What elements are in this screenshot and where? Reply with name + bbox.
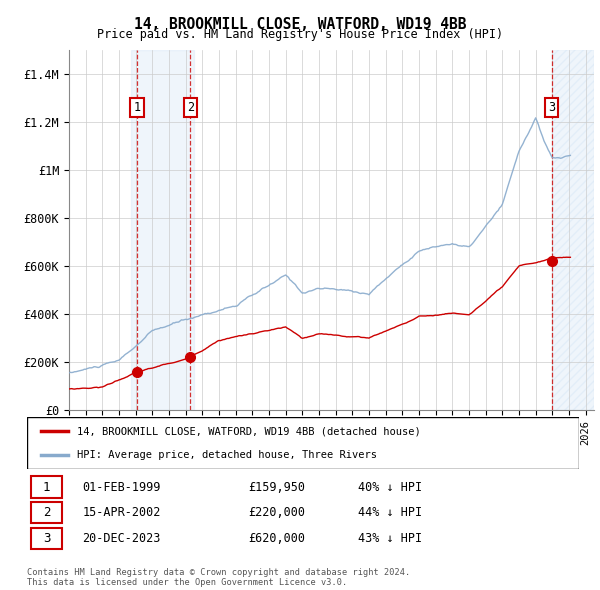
Bar (553, 50, 594, 410)
Text: 44% ↓ HPI: 44% ↓ HPI (358, 506, 422, 519)
Text: 14, BROOKMILL CLOSE, WATFORD, WD19 4BB (detached house): 14, BROOKMILL CLOSE, WATFORD, WD19 4BB (… (77, 426, 421, 436)
Text: £620,000: £620,000 (248, 532, 305, 545)
Text: 40% ↓ HPI: 40% ↓ HPI (358, 480, 422, 493)
Text: 20-DEC-2023: 20-DEC-2023 (82, 532, 161, 545)
Text: 1: 1 (43, 480, 50, 493)
Text: £159,950: £159,950 (248, 480, 305, 493)
Text: 01-FEB-1999: 01-FEB-1999 (82, 480, 161, 493)
Text: 3: 3 (548, 101, 556, 114)
Text: 43% ↓ HPI: 43% ↓ HPI (358, 532, 422, 545)
Text: Price paid vs. HM Land Registry's House Price Index (HPI): Price paid vs. HM Land Registry's House … (97, 28, 503, 41)
Text: £220,000: £220,000 (248, 506, 305, 519)
Text: 2: 2 (43, 506, 50, 519)
Text: 2: 2 (187, 101, 194, 114)
Bar (31, 528, 62, 549)
Bar (131, 50, 194, 410)
Text: 14, BROOKMILL CLOSE, WATFORD, WD19 4BB: 14, BROOKMILL CLOSE, WATFORD, WD19 4BB (134, 17, 466, 31)
Text: 1: 1 (133, 101, 140, 114)
Text: 3: 3 (43, 532, 50, 545)
Bar (31, 502, 62, 523)
Text: 15-APR-2002: 15-APR-2002 (82, 506, 161, 519)
Text: HPI: Average price, detached house, Three Rivers: HPI: Average price, detached house, Thre… (77, 450, 377, 460)
Bar (31, 477, 62, 497)
Text: Contains HM Land Registry data © Crown copyright and database right 2024.
This d: Contains HM Land Registry data © Crown c… (27, 568, 410, 587)
